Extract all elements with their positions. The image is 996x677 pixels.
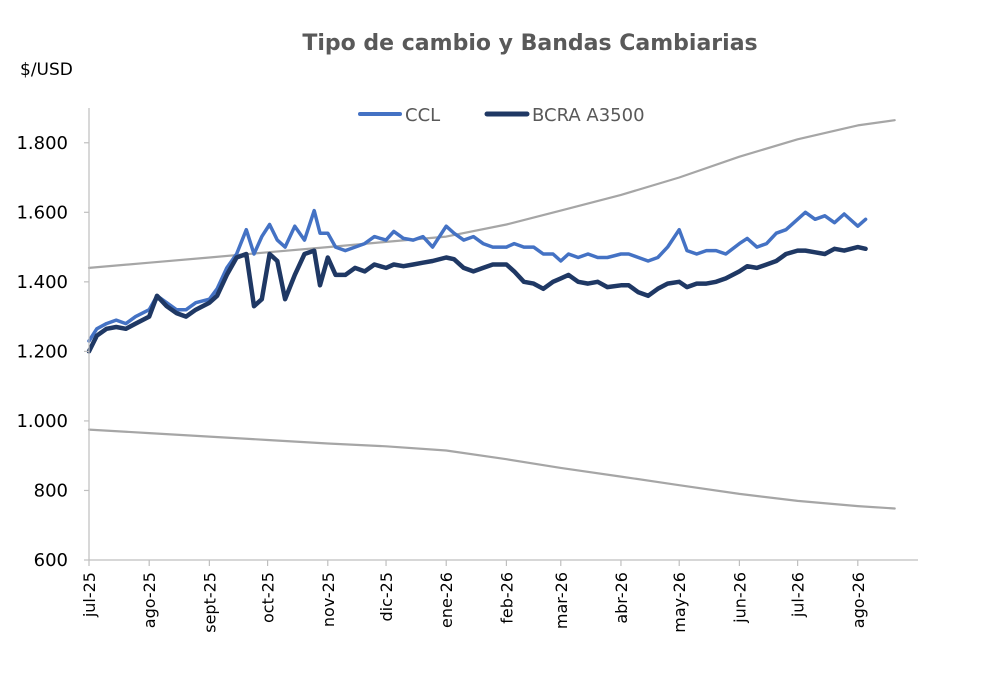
x-tick-label: ago-26 bbox=[849, 572, 868, 628]
y-tick-label: 1.000 bbox=[16, 411, 68, 432]
band-line-3 bbox=[87, 428, 896, 510]
y-axis-unit-label: $/USD bbox=[20, 60, 73, 80]
y-tick-label: 1.400 bbox=[16, 272, 68, 293]
x-tick-label: ene-26 bbox=[437, 572, 456, 628]
y-tick-label: 600 bbox=[34, 550, 68, 571]
y-tick-label: 1.800 bbox=[16, 133, 68, 154]
series-line-bcra-a3500 bbox=[86, 244, 868, 354]
x-axis-ticks: jul-25 ago-25 sept-25 oct-25 nov-25 dic-25 ene… bbox=[80, 560, 868, 633]
y-tick-label: 800 bbox=[34, 480, 68, 501]
series-layer bbox=[86, 119, 896, 510]
x-tick-label: may-26 bbox=[670, 572, 689, 633]
y-tick-label: 1.200 bbox=[16, 341, 68, 362]
band-line-2 bbox=[87, 119, 896, 269]
x-tick-label: ago-25 bbox=[140, 572, 159, 628]
x-tick-label: dic-25 bbox=[377, 572, 396, 622]
x-tick-label: jul-26 bbox=[789, 572, 808, 618]
x-tick-label: jun-26 bbox=[730, 572, 749, 624]
series-line-ccl bbox=[87, 208, 868, 343]
legend: CCL BCRA A3500 bbox=[358, 105, 645, 126]
legend-label-ccl: CCL bbox=[405, 105, 440, 126]
legend-label-bcra-a3500: BCRA A3500 bbox=[532, 105, 645, 126]
x-tick-label: feb-26 bbox=[497, 572, 516, 624]
x-tick-label: nov-25 bbox=[319, 572, 338, 627]
y-tick-label: 1.600 bbox=[16, 202, 68, 223]
x-tick-label: jul-25 bbox=[80, 572, 99, 618]
chart-title: Tipo de cambio y Bandas Cambiarias bbox=[302, 31, 757, 56]
x-tick-label: oct-25 bbox=[259, 572, 278, 623]
x-tick-label: sept-25 bbox=[200, 572, 219, 633]
x-tick-label: mar-26 bbox=[552, 572, 571, 629]
y-axis-ticks: 600 800 1.000 1.200 1.400 1.600 1.800 bbox=[16, 133, 89, 571]
x-tick-label: abr-26 bbox=[612, 572, 631, 624]
